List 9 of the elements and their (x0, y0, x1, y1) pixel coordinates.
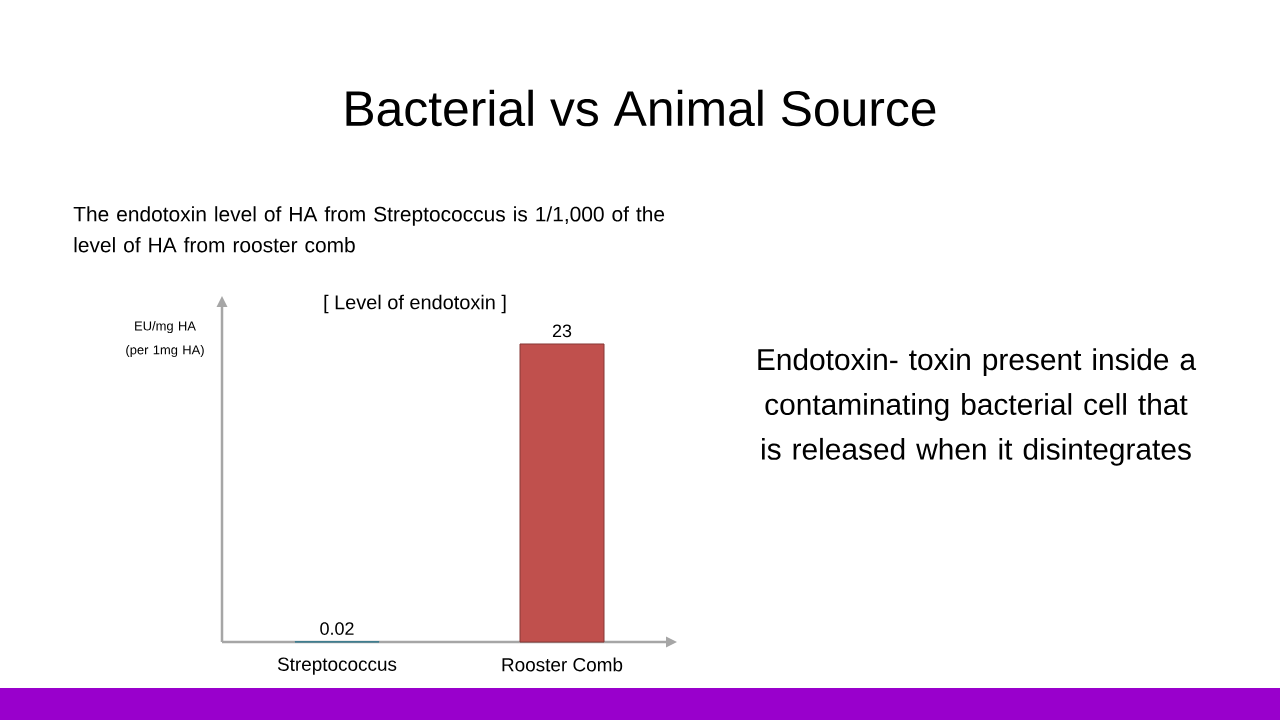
chart-title: Bacterial vs Animal Source (346, 89, 936, 127)
text: Endotoxin- toxin present inside a contaminating bacterial cell that is released when it disintegrates (758, 348, 1197, 466)
x-tick-label: Rooster Comb (502, 657, 623, 672)
chart-subtitle: The endotoxin level of HA from Streptococcus is 1/1,000 of the level of HA from rooster comb (73, 206, 665, 253)
text: [ Level of endotoxin ] (324, 294, 506, 314)
x-tick-label: Streptococcus (277, 657, 397, 675)
data-label: 0.02 (320, 622, 354, 635)
y-axis-title: EU/mg HA (per 1mg HA) (126, 321, 204, 357)
data-label: 23 (552, 324, 572, 338)
